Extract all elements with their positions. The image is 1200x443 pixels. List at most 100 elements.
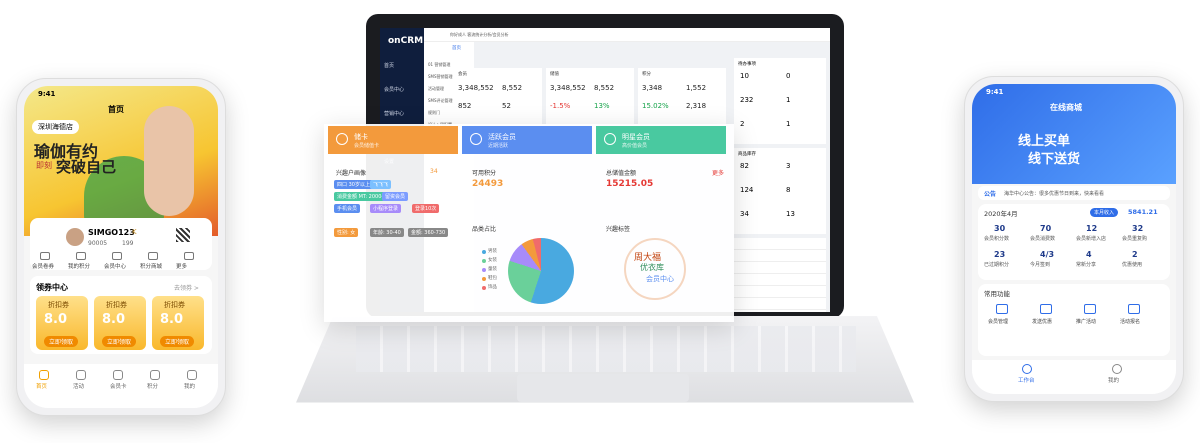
tag: 小程序登录 [370,204,402,213]
income-label: 本月收入 [1090,208,1119,217]
side-value: 13 [786,210,795,218]
func-label: 发送优惠 [1032,319,1053,325]
legend-swatch [482,286,486,290]
chart-title: 兴趣标签 [606,226,631,233]
tag: 手机会员 [334,204,361,213]
coupon-button: 立即领取 [160,336,195,347]
cloud-word: 会员中心 [646,275,674,283]
tag: 性别: 女 [334,228,359,237]
coupon-button: 立即领取 [102,336,137,347]
tab-icon [113,370,123,380]
coupon-value: 8.0 [44,312,68,327]
card-icon [470,133,482,145]
amount-label: 总储值金额 [606,170,637,177]
stat-value: 32 [1132,224,1144,233]
legend-swatch [482,268,486,272]
func-icon [1128,304,1140,314]
side-value: 34 [740,210,749,218]
legend-label: 男装 [488,249,497,254]
banner-text: 瑜伽有约 [34,142,99,161]
banner-text: 即刻 [36,161,52,170]
shortcut-icon [184,252,194,260]
store-name: 深圳海德店 [32,120,79,134]
side-panel [734,58,826,144]
tab-icon [1022,364,1032,374]
tab-label: 活动 [73,384,85,390]
coupon-name: 折扣券 [106,301,127,309]
tab-bar [972,360,1176,394]
table-panel [734,238,826,312]
stat-label: 会员消费数 [1030,236,1056,242]
submenu-item: 01 营销管理 [428,62,451,67]
submenu-item: 活动管理 [428,86,444,91]
func-label: 推广活动 [1076,319,1097,325]
topbar [424,28,830,42]
tag: 金额: 360-730 [408,228,449,237]
notice-bar [978,186,1170,200]
side-value: 124 [740,186,754,194]
side-title: 待办事项 [738,62,756,67]
user-name: SIMGO123 [88,228,135,237]
banner-text: 线上买单 [1018,134,1071,149]
banner-text: 线下送货 [1028,152,1081,167]
tab-icon [39,370,49,380]
logo: onCRM [388,36,424,46]
side-value: 10 [740,72,749,80]
stat-value: 52 [502,102,511,110]
stat-label: 会员新增入店 [1076,236,1107,242]
coupon-name: 折扣券 [48,301,69,309]
side-title: 商品库存 [738,152,756,157]
stat-label: 优惠使用 [1122,262,1143,268]
summary-card [596,126,726,154]
tag: 登录10次 [412,204,440,213]
tab: 首页 [452,46,461,51]
stat-group-title: 会员 [458,72,467,77]
menu-item: 营销中心 [384,111,405,117]
user-stat: 90005 [88,240,108,247]
submenu-item: SMS营销管理 [428,74,453,79]
side-panel [734,148,826,234]
submenu-item: 规则门 [428,110,440,115]
stat-group-title: 积分 [642,72,651,77]
stat-value: 30 [994,224,1006,233]
card-sub: 高价值会员 [622,143,648,149]
func-title: 常用功能 [984,290,1010,298]
summary-card [462,126,592,154]
tag: 留资会员 [382,192,409,201]
page-title: 在线商城 [1050,103,1082,112]
func-icon [996,304,1008,314]
keyboard [356,326,856,372]
coupon-more: 去领券 > [174,285,199,292]
menu-item: 会员中心 [384,87,405,93]
stats-panel [978,204,1170,280]
points-label: 可用积分 [472,170,497,177]
stat-value: 8,552 [594,84,615,92]
coupon-title: 领券中心 [36,283,68,292]
coupon-value: 8.0 [160,312,184,327]
legend-label: 鞋包 [488,276,497,281]
card-icon [604,133,616,145]
card-title: 活跃会员 [488,133,516,141]
banner-text: 突破自己 [56,158,117,176]
tab-icon [76,370,86,380]
chart-title: 品类占比 [472,226,497,233]
stat-value: 4/3 [1040,250,1055,259]
tab-label: 首页 [36,384,48,390]
tag: 年龄: 30-40 [370,228,404,237]
tab-label: 积分 [147,384,159,390]
stat-label: 会员积分数 [984,236,1010,242]
side-value: 82 [740,162,749,170]
tag: 消费金额 MT: 2000-5000 [334,192,399,201]
stat-value: 3,348 [642,84,663,92]
status-time: 9:41 [38,90,56,98]
breadcrumb: 你好成人 客流统计分析/会员分析 [450,32,509,37]
stat-group [638,68,726,124]
tab-icon [1112,364,1122,374]
stat-value: 4 [1086,250,1092,259]
banner-person [144,106,194,216]
more-link: 更多 [712,170,725,177]
card-title: 储卡 [354,133,368,141]
card-sub: 会员储值卡 [354,143,380,149]
stat-label: 会员重复购 [1122,236,1148,242]
